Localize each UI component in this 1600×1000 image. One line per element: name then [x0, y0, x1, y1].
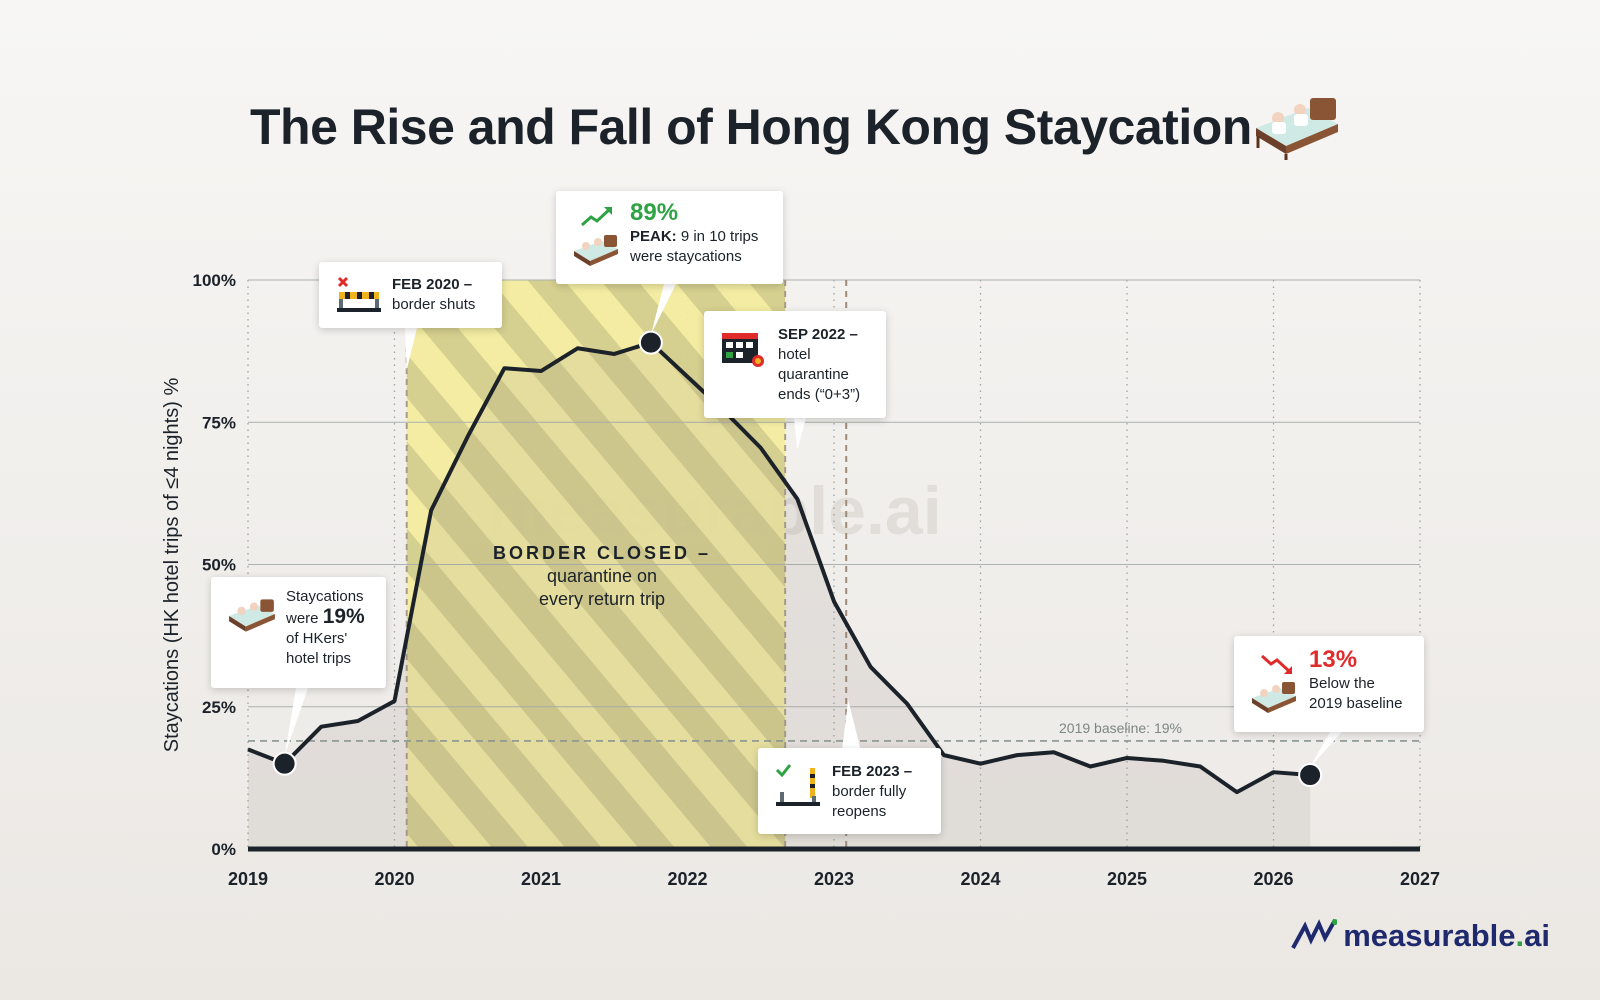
trend-down-icon [1261, 654, 1292, 674]
logo-text: measurable [1343, 918, 1516, 953]
callout-start: Staycations were 19% of HKers' hotel tri… [211, 577, 386, 688]
series-area [248, 342, 1311, 849]
logo-dot: . [1515, 918, 1525, 953]
end-line1: Below the [1309, 675, 1375, 692]
start-marker [272, 751, 297, 776]
start-value: 19% [322, 605, 365, 628]
bed-icon [574, 235, 618, 266]
feb-2023-label: FEB 2023 – [832, 763, 913, 780]
y-tick-label: 25% [202, 698, 236, 717]
feb-2020-desc: border shuts [392, 296, 476, 313]
x-tick-label: 2023 [814, 869, 854, 889]
start-line2a: were [286, 610, 323, 627]
callout-feb-2023: FEB 2023 – border fully reopens [758, 748, 941, 834]
y-tick-label: 75% [202, 413, 236, 432]
peak-line2: were staycations [630, 248, 742, 265]
y-tick-label: 50% [202, 556, 236, 575]
chart-title: The Rise and Fall of Hong Kong Staycatio… [250, 99, 1252, 155]
start-line3: of HKers' [286, 630, 348, 647]
baseline-label: 2019 baseline: 19% [1059, 720, 1182, 736]
calendar-icon [722, 333, 764, 367]
y-axis-label: Staycations (HK hotel trips of ≤4 nights… [161, 378, 183, 753]
stem-feb-2023 [842, 700, 861, 748]
x-tick-label: 2026 [1253, 869, 1293, 889]
peak-value: 89% [630, 199, 679, 226]
stem-peak [650, 284, 676, 335]
sep-2022-desc2: quarantine [778, 366, 849, 383]
logo-ai: ai [1524, 918, 1550, 953]
bed-icon [1252, 682, 1296, 713]
bed-icon [1256, 98, 1338, 160]
x-tick-label: 2024 [960, 869, 1000, 889]
open-gate-icon [775, 764, 820, 806]
x-tick-label: 2019 [228, 869, 268, 889]
bed-icon [229, 599, 275, 632]
feb-2020-label: FEB 2020 – [392, 276, 473, 293]
x-tick-label: 2025 [1107, 869, 1147, 889]
peak-marker [638, 330, 663, 355]
feb-2023-desc2: reopens [832, 803, 887, 820]
y-tick-label: 0% [211, 840, 236, 859]
x-tick-label: 2021 [521, 869, 561, 889]
end-marker [1298, 763, 1323, 788]
border-closed-sub2: every return trip [538, 589, 666, 609]
trend-up-icon [581, 207, 612, 227]
stem-start [284, 688, 308, 756]
sep-2022-desc1: hotel [778, 346, 811, 363]
callout-sep-2022: SEP 2022 – hotel quarantine ends (“0+3”) [704, 311, 886, 418]
peak-bold: PEAK: [630, 228, 677, 245]
sep-2022-label: SEP 2022 – [778, 326, 858, 343]
peak-rest: 9 in 10 trips [676, 228, 759, 245]
callout-end: 13% Below the 2019 baseline [1234, 636, 1424, 732]
callout-feb-2020: FEB 2020 – border shuts [319, 262, 502, 328]
sep-2022-desc3: ends (“0+3”) [778, 386, 861, 403]
y-tick-label: 100% [193, 271, 236, 290]
callout-peak: 89% PEAK: 9 in 10 trips were staycations [556, 191, 783, 284]
logo-mark-icon [1291, 919, 1339, 949]
x-tick-label: 2020 [374, 869, 414, 889]
end-value: 13% [1309, 646, 1358, 673]
start-line1: Staycations [286, 588, 364, 605]
start-line4: hotel trips [286, 650, 352, 667]
border-closed-sub1: quarantine on [546, 566, 658, 586]
stem-feb-2020 [405, 328, 417, 370]
series-line [247, 340, 1311, 795]
x-tick-label: 2027 [1400, 869, 1440, 889]
border-barrier-icon [337, 276, 381, 312]
stem-sep-2022 [794, 418, 806, 450]
brand-logo[interactable]: measurable.ai [1291, 918, 1550, 954]
end-line2: 2019 baseline [1309, 695, 1403, 712]
feb-2023-desc1: border fully [832, 783, 907, 800]
x-tick-label: 2022 [667, 869, 707, 889]
border-closed-title: BORDER CLOSED – [492, 543, 712, 563]
stem-end [1310, 732, 1342, 768]
border-closed-label: BORDER CLOSED – quarantine on every retu… [467, 542, 737, 611]
